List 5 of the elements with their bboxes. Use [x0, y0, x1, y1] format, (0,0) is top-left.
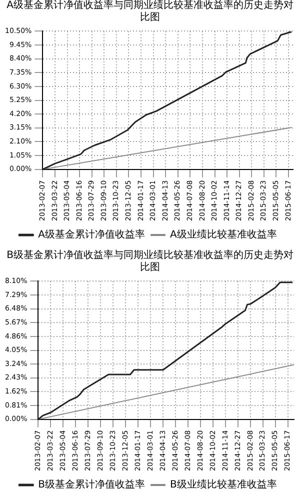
chart-title: B级基金累计净值收益率与同期业绩比较基准收益率的历史走势对比图 — [6, 250, 294, 274]
legend-label: B级基金累计净值收益率 — [38, 478, 146, 491]
legend-label: A级业绩比较基准收益率 — [170, 228, 277, 241]
legend-label: B级业绩比较基准收益率 — [170, 478, 277, 491]
legend-label: A级基金累计净值收益率 — [38, 228, 146, 241]
